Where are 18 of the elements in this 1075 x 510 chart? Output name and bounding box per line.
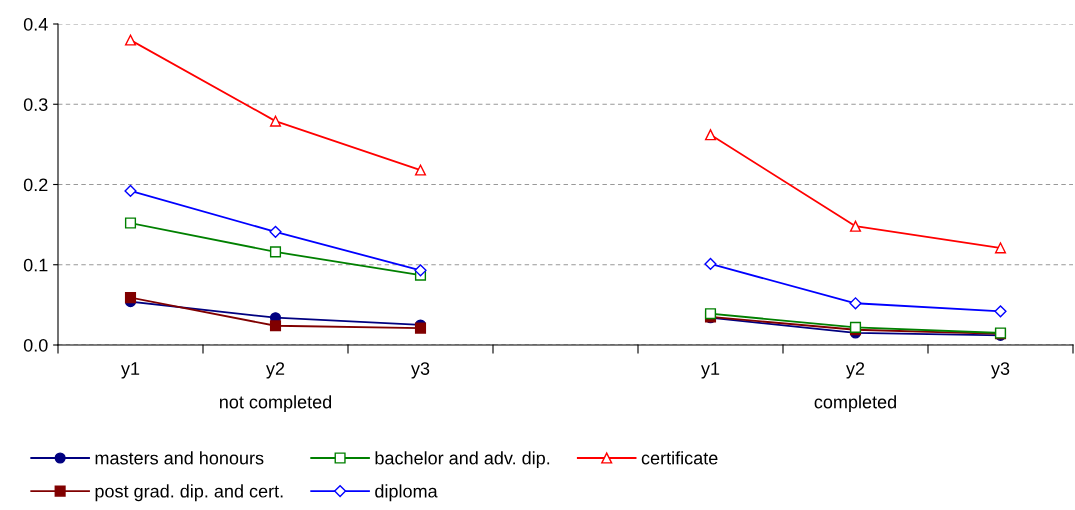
x-tick-label: y2 [846, 362, 865, 379]
x-tick-label: y3 [411, 362, 430, 379]
legend-label: masters and honours [95, 451, 264, 465]
x-tick-label: y1 [701, 362, 720, 379]
x-tick-label: y1 [121, 362, 140, 379]
legend-label: bachelor and adv. dip. [375, 451, 550, 469]
y-tick-label: 0.3 [23, 98, 48, 111]
legend-label: certificate [641, 451, 718, 465]
y-tick-label: 0.4 [23, 17, 48, 31]
x-tick-label: y2 [266, 362, 285, 379]
y-tick-label: 0.0 [23, 338, 48, 352]
x-tick-label: y3 [991, 362, 1010, 379]
legend-label: post grad. dip. and cert. [95, 484, 283, 502]
text: completed [814, 395, 896, 412]
legend-label: diploma [375, 484, 438, 502]
y-tick-label: 0.1 [23, 258, 48, 272]
y-tick-label: 0.2 [23, 178, 48, 192]
text: not completed [219, 395, 332, 412]
